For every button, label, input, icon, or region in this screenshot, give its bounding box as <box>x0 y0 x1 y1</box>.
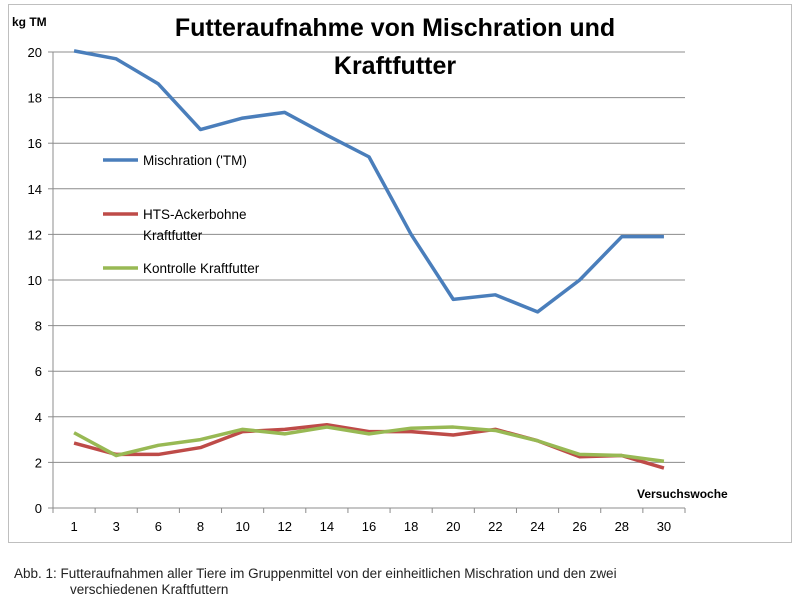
y-tick-label: 20 <box>28 45 42 60</box>
y-axis-label: kg TM <box>12 15 47 29</box>
x-tick-label: 1 <box>70 519 77 534</box>
x-tick-label: 14 <box>320 519 334 534</box>
x-axis-label: Versuchswoche <box>637 487 728 501</box>
x-tick-label: 12 <box>277 519 291 534</box>
chart-title: Futteraufnahme von Mischration und <box>175 14 615 42</box>
figure-caption: Abb. 1: Futteraufnahmen aller Tiere im G… <box>14 566 617 598</box>
y-tick-label: 10 <box>28 273 42 288</box>
caption-line-2: verschiedenen Kraftfuttern <box>70 582 229 597</box>
x-tick-label: 30 <box>657 519 671 534</box>
y-tick-label: 0 <box>35 501 42 516</box>
x-tick-label: 8 <box>197 519 204 534</box>
x-tick-label: 18 <box>404 519 418 534</box>
chart-frame <box>8 4 792 543</box>
legend-label: Mischration ('TM) <box>143 153 247 168</box>
x-tick-label: 22 <box>488 519 502 534</box>
legend-label: HTS-Ackerbohne <box>143 207 247 222</box>
y-tick-label: 12 <box>28 227 42 242</box>
chart-title: Kraftfutter <box>334 52 456 80</box>
y-tick-label: 8 <box>35 319 42 334</box>
x-tick-label: 3 <box>113 519 120 534</box>
y-tick-label: 6 <box>35 364 42 379</box>
y-tick-label: 14 <box>28 182 42 197</box>
x-tick-label: 20 <box>446 519 460 534</box>
y-tick-label: 16 <box>28 136 42 151</box>
caption-line-1: Abb. 1: Futteraufnahmen aller Tiere im G… <box>14 566 617 581</box>
x-tick-label: 24 <box>530 519 544 534</box>
y-tick-label: 18 <box>28 91 42 106</box>
legend-label: Kontrolle Kraftfutter <box>143 261 260 276</box>
y-tick-label: 2 <box>35 455 42 470</box>
x-tick-label: 26 <box>572 519 586 534</box>
legend-label: Kraftfutter <box>143 228 203 243</box>
x-tick-label: 28 <box>615 519 629 534</box>
x-tick-label: 6 <box>155 519 162 534</box>
x-tick-label: 10 <box>235 519 249 534</box>
y-tick-label: 4 <box>35 410 42 425</box>
x-tick-label: 16 <box>362 519 376 534</box>
